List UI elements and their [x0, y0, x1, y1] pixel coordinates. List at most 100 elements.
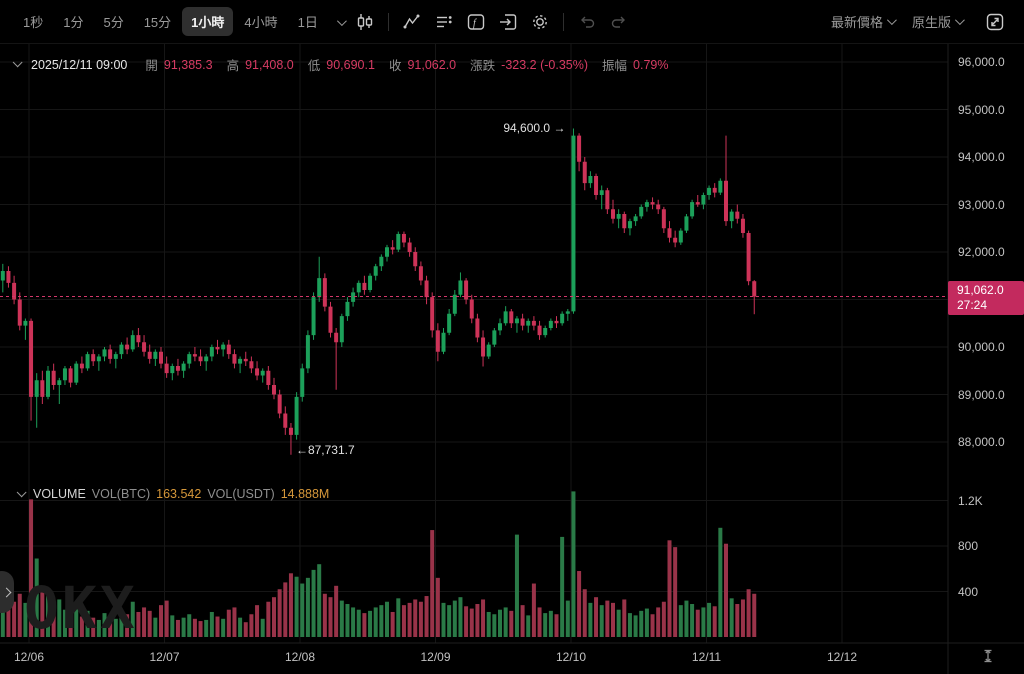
right-arrow-icon: → [553, 120, 566, 135]
interval-button-15分[interactable]: 15分 [143, 15, 172, 30]
price-axis-label[interactable]: 92,000.0 [958, 245, 1005, 259]
volume-bar [684, 600, 689, 637]
volume-bar [712, 606, 717, 637]
candle [288, 427, 293, 435]
volume-bar [452, 600, 457, 637]
candle [125, 344, 130, 350]
candle [531, 320, 536, 326]
candle [79, 363, 84, 369]
toolbar-divider [562, 12, 564, 31]
interval-button-5分[interactable]: 5分 [103, 15, 124, 30]
volume-bar [724, 543, 728, 637]
interval-button-1日[interactable]: 1日 [297, 15, 318, 30]
volume-bar [627, 613, 632, 637]
price-axis-label[interactable]: 93,000.0 [958, 197, 1005, 212]
redo-button[interactable] [604, 7, 634, 37]
candle [712, 187, 717, 193]
candle [272, 385, 276, 395]
volume-axis-label[interactable]: 800 [958, 539, 979, 553]
volume-bar [594, 597, 599, 637]
volume-bar [136, 611, 141, 637]
volume-bar [469, 608, 474, 637]
candle [633, 216, 638, 222]
amplitude-value: 0.79% [633, 57, 669, 72]
candle [277, 394, 282, 414]
volume-bar [283, 582, 288, 637]
price-axis-label[interactable]: 94,000.0 [958, 150, 1005, 164]
formula-fx-icon: f [467, 13, 485, 30]
candle-datetime: 2025/12/11 09:00 [31, 57, 128, 72]
candle [356, 282, 361, 293]
volume-title: VOLUME [33, 487, 86, 501]
candle [147, 351, 152, 359]
candle [0, 271, 5, 281]
candle [317, 278, 322, 298]
candle [311, 297, 316, 336]
volume-bar [260, 618, 265, 637]
price-mode-label: 最新價格 [830, 15, 883, 30]
volume-bar [611, 602, 615, 637]
interval-button-1秒[interactable]: 1秒 [23, 15, 44, 30]
chart-settings-button[interactable] [525, 7, 555, 37]
undo-button[interactable] [572, 7, 602, 37]
candle [441, 332, 446, 352]
fullscreen-button[interactable] [980, 7, 1010, 37]
candle [334, 332, 339, 343]
interval-selector: 1秒 1分 5分 15分 1小時 4小時 1日 [14, 7, 327, 36]
indicator-list-button[interactable] [429, 7, 459, 37]
candle [695, 202, 700, 205]
time-axis-label[interactable]: 12/12 [826, 650, 858, 664]
price-axis-label[interactable]: 89,000.0 [958, 387, 1005, 402]
candle [740, 218, 745, 233]
volume-bar [385, 601, 389, 637]
price-axis-label[interactable]: 90,000.0 [958, 340, 1005, 354]
volume-bar [46, 596, 50, 637]
volume-bar [29, 499, 34, 637]
volume-bar [215, 616, 220, 637]
candle [503, 311, 508, 324]
candle [305, 335, 310, 369]
pane-collapse-handle[interactable] [0, 571, 14, 613]
formula-button[interactable]: f [461, 7, 491, 37]
candle [724, 180, 728, 222]
candle-style-button[interactable] [350, 7, 380, 37]
candle [481, 337, 486, 357]
indicators-button[interactable] [397, 7, 427, 37]
volume-bar [334, 585, 339, 637]
candle [23, 320, 28, 326]
volume-axis-label[interactable]: 400 [958, 584, 979, 599]
time-axis-label[interactable]: 12/06 [13, 650, 45, 664]
time-axis-label[interactable]: 12/08 [284, 650, 316, 664]
price-mode-dropdown[interactable]: 最新價格 [830, 12, 897, 31]
collapse-chevron-icon[interactable] [16, 486, 27, 497]
volume-bar [622, 599, 627, 637]
version-dropdown[interactable]: 原生版 [912, 12, 965, 31]
interval-dropdown-button[interactable] [329, 9, 348, 34]
interval-button-1分[interactable]: 1分 [63, 15, 84, 30]
save-layout-button[interactable] [493, 7, 523, 37]
volume-axis-label[interactable]: 1.2K [958, 493, 983, 508]
volume-bar [12, 601, 17, 637]
volume-bar [447, 605, 452, 637]
time-axis-label[interactable]: 12/07 [149, 650, 180, 664]
candle [260, 370, 265, 376]
candle [266, 370, 271, 385]
interval-button-1小時[interactable]: 1小時 [182, 7, 234, 36]
interval-button-4小時[interactable]: 4小時 [244, 15, 278, 30]
time-axis-label[interactable]: 12/10 [555, 650, 587, 664]
volume-bar [79, 616, 84, 637]
price-axis-label[interactable]: 96,000.0 [958, 55, 1005, 69]
volume-bar [565, 600, 570, 637]
candle [520, 318, 525, 326]
volume-bar [752, 593, 757, 637]
price-axis-label[interactable]: 95,000.0 [958, 102, 1005, 117]
collapse-chevron-icon[interactable] [12, 57, 23, 68]
time-axis-label[interactable]: 12/11 [691, 650, 722, 664]
current-price-tag[interactable]: 91,062.0 27:24 [948, 280, 1024, 315]
time-axis-label[interactable]: 12/09 [420, 650, 451, 664]
candle [221, 344, 226, 350]
candle [142, 342, 147, 352]
price-axis-label[interactable]: 88,000.0 [958, 435, 1005, 449]
axis-scale-button[interactable] [980, 648, 996, 669]
